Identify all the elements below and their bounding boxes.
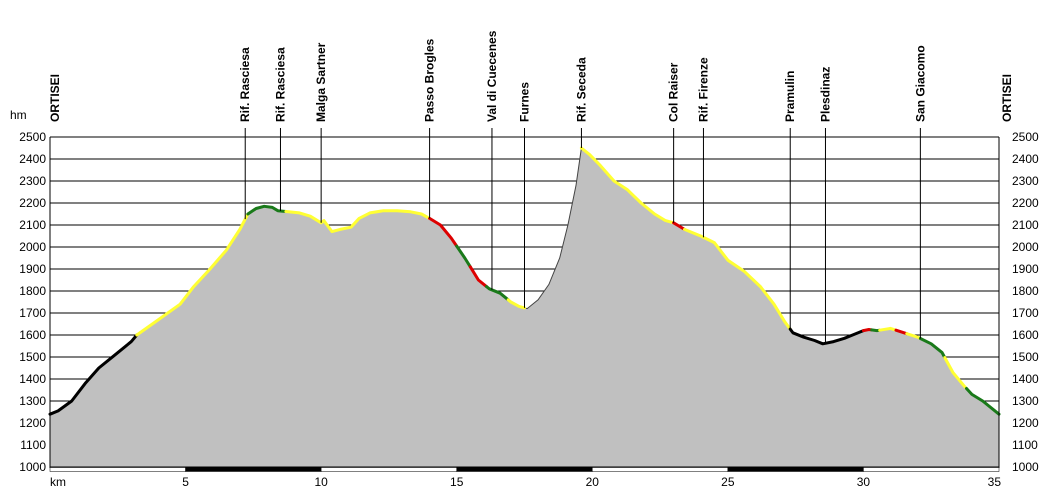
y-tick-label-right: 2100 [1012, 218, 1039, 232]
profile-segment [284, 209, 432, 234]
waypoint-label: Rif. Firenze [696, 57, 710, 122]
y-tick-label-left: 1000 [19, 460, 46, 474]
y-tick-label-right: 2500 [1012, 130, 1039, 144]
waypoint-label: Passo Brogles [423, 38, 437, 122]
y-tick-label-right: 1200 [1012, 416, 1039, 430]
profile-segment [246, 204, 288, 216]
km-scale-bar [863, 467, 1000, 472]
profile-segment [485, 285, 510, 302]
profile-segment [683, 227, 792, 331]
y-tick-label-right: 1600 [1012, 328, 1039, 342]
waypoint-label: San Giacomo [913, 45, 927, 122]
waypoints-layer: ORTISEI Rif. Rasciesa Rif. Rasciesa Malga S… [48, 30, 1014, 344]
y-tick-label-right: 2200 [1012, 196, 1039, 210]
waypoint-label: ORTISEI [1000, 74, 1014, 122]
km-scale-bar [320, 467, 457, 472]
y-tick-label-left: 2100 [19, 218, 46, 232]
x-tick-label: 10 [314, 475, 328, 489]
y-tick-label-left: 1300 [19, 394, 46, 408]
y-tick-label-left: 2200 [19, 196, 46, 210]
waypoint-label: Rif. Rasciesa [238, 47, 252, 122]
tick-labels-layer: 1000 1000 1100 1100 1200 1200 1300 1300 1400 1400… [19, 130, 1039, 489]
profile-segment [918, 337, 947, 360]
profile-segment [135, 212, 250, 337]
x-tick-label: 15 [450, 475, 464, 489]
waypoint-label: Furnes [518, 82, 532, 122]
y-tick-label-right: 1900 [1012, 262, 1039, 276]
km-scale-bar [185, 467, 322, 472]
profile-segment [579, 146, 676, 225]
y-tick-label-right: 2000 [1012, 240, 1039, 254]
profile-segment [878, 326, 898, 332]
profile-segment [943, 356, 968, 390]
waypoint-label: ORTISEI [48, 74, 62, 122]
y-tick-label-left: 1600 [19, 328, 46, 342]
x-tick-label: 30 [857, 475, 871, 489]
y-tick-label-right: 1300 [1012, 394, 1039, 408]
axes-frame [49, 137, 1000, 472]
y-tick-label-left: 1700 [19, 306, 46, 320]
waypoint-label: Pramulin [783, 71, 797, 122]
x-tick-label: 25 [721, 475, 735, 489]
colored-segments-layer [48, 146, 1001, 416]
y-tick-label-left: 1400 [19, 372, 46, 386]
elevation-area [50, 148, 999, 467]
y-tick-label-left: 2500 [19, 130, 46, 144]
profile-segment [428, 216, 459, 248]
y-tick-label-right: 1000 [1012, 460, 1039, 474]
profile-segment [788, 327, 865, 346]
x-tick-label: 5 [182, 475, 189, 489]
y-tick-label-left: 1200 [19, 416, 46, 430]
waypoint-label: Malga Sartner [314, 42, 328, 122]
y-tick-label-left: 2400 [19, 152, 46, 166]
profile-segment [506, 298, 526, 310]
profile-segment [48, 333, 139, 416]
profile-segment [468, 265, 488, 289]
profile-segment [965, 387, 1001, 416]
profile-segment [455, 244, 472, 269]
y-tick-label-left: 1500 [19, 350, 46, 364]
y-tick-label-right: 1700 [1012, 306, 1039, 320]
y-axis-unit-label: hm [10, 108, 27, 122]
waypoint-label: Col Raiser [667, 62, 681, 122]
km-scale-bar [456, 467, 593, 472]
waypoint-label: Rif. Rasciesa [273, 47, 287, 122]
area-layer [50, 148, 999, 467]
profile-segment [672, 221, 686, 231]
y-tick-label-right: 1800 [1012, 284, 1039, 298]
x-axis-unit-label: km [50, 475, 66, 489]
y-tick-label-right: 2400 [1012, 152, 1039, 166]
y-tick-label-right: 1400 [1012, 372, 1039, 386]
y-tick-label-right: 2300 [1012, 174, 1039, 188]
waypoint-label: Val di Cuecenes [485, 30, 499, 122]
y-tick-label-left: 2000 [19, 240, 46, 254]
waypoint-label: Plesdinaz [818, 67, 832, 122]
y-tick-label-right: 1100 [1012, 438, 1038, 452]
y-tick-label-right: 1500 [1012, 350, 1039, 364]
x-tick-label: 20 [586, 475, 600, 489]
y-tick-label-left: 1800 [19, 284, 46, 298]
waypoint-label: Rif. Seceda [574, 57, 588, 122]
y-tick-label-left: 2300 [19, 174, 46, 188]
x-tick-label: 35 [988, 475, 1002, 489]
km-scale-bar [727, 467, 864, 472]
km-scale-bar [49, 467, 186, 472]
y-tick-label-left: 1100 [20, 438, 46, 452]
y-tick-label-left: 1900 [19, 262, 46, 276]
km-scale-bar [592, 467, 729, 472]
